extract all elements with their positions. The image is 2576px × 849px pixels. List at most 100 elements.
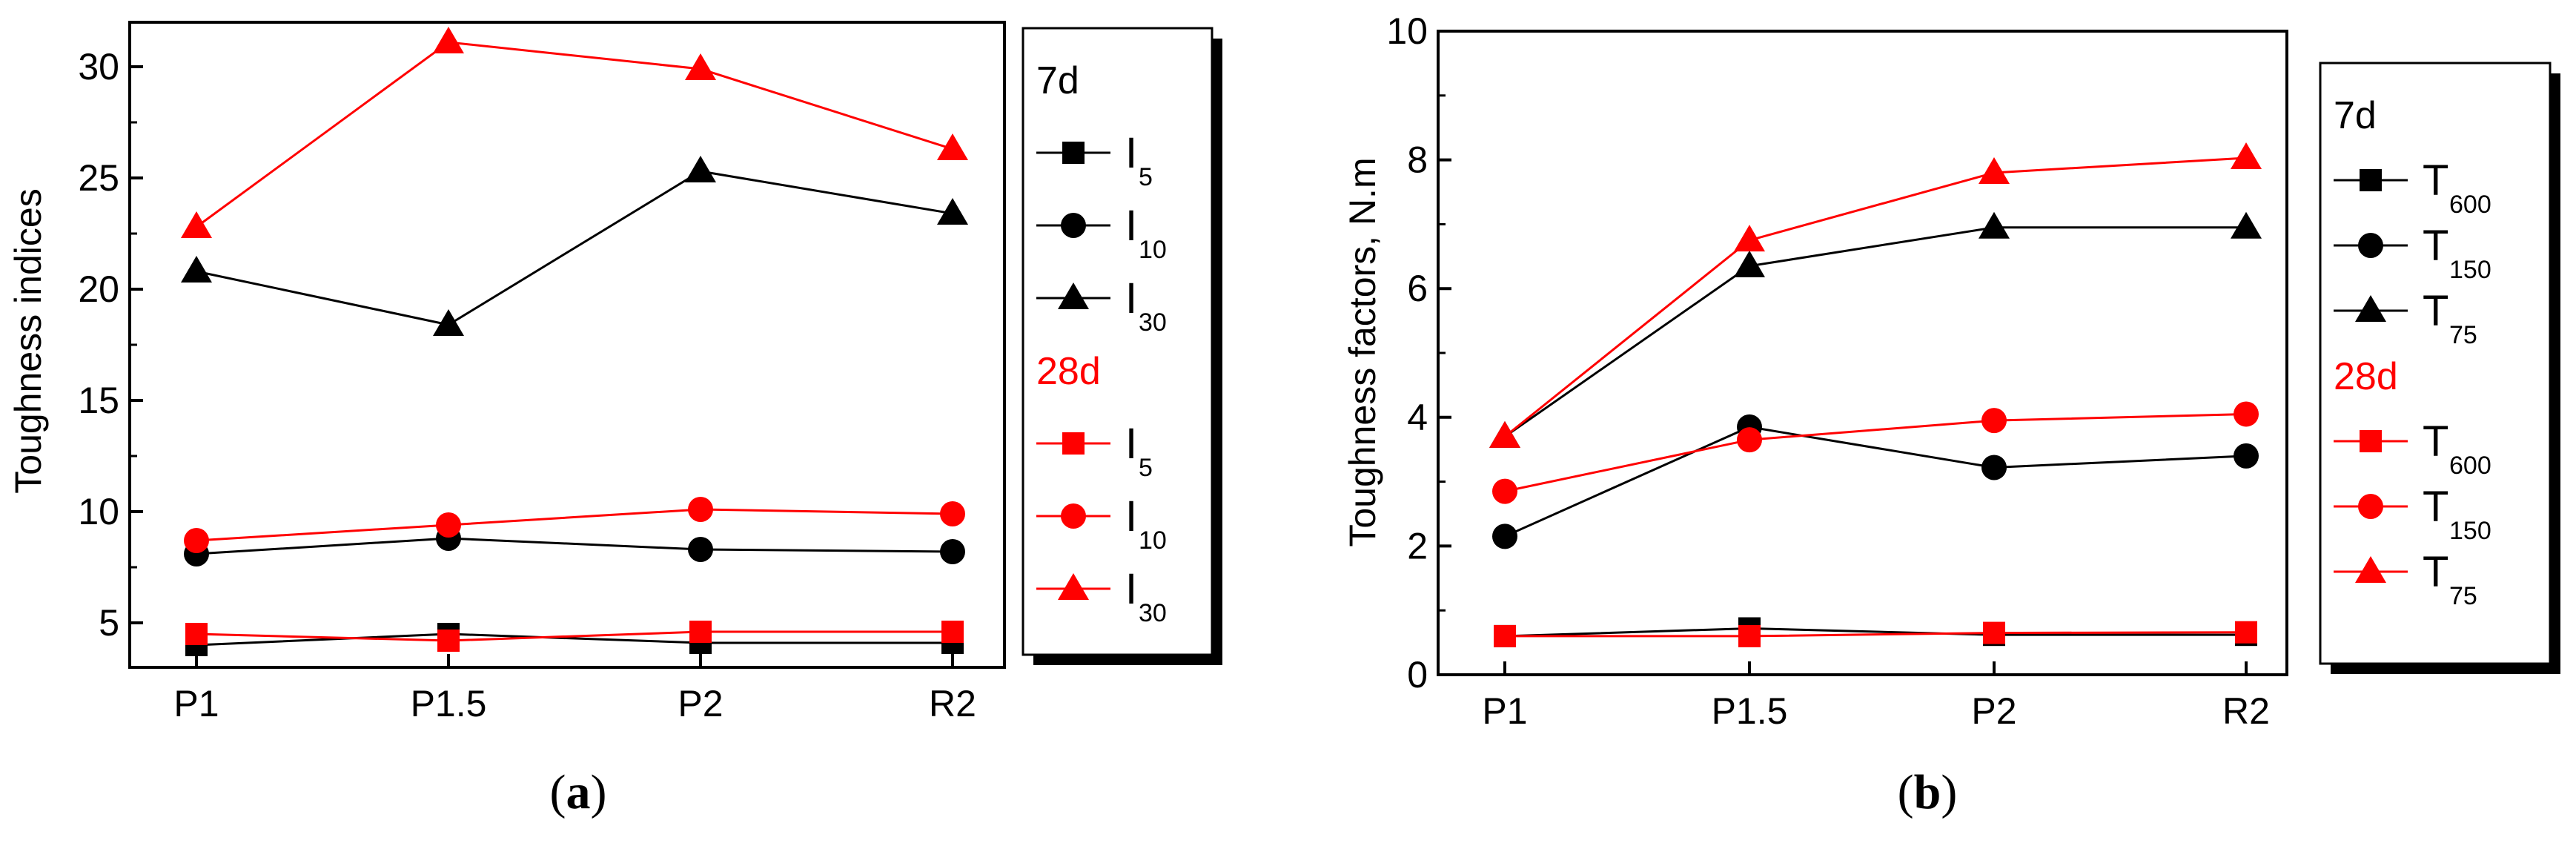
legend-item: T 150 (2334, 483, 2491, 545)
legend-label: I (1125, 129, 1137, 177)
legend-group-label: 7d (2334, 94, 2377, 137)
x-tick-label: R2 (929, 683, 976, 724)
legend-item: I 10 (1036, 202, 1167, 264)
y-tick-label: 10 (1386, 10, 1428, 52)
plot-frame (128, 21, 1006, 669)
y-tick-label: 25 (78, 157, 119, 199)
y-tick-label: 0 (1407, 654, 1428, 696)
y-tick-label: 5 (99, 602, 119, 644)
data-point (685, 53, 716, 80)
panel-caption: (b) (1898, 765, 1958, 819)
legend-subscript: 150 (2449, 256, 2491, 284)
legend-item: I 30 (1036, 274, 1167, 337)
x-tick-label: R2 (2222, 690, 2270, 732)
y-tick-label: 30 (78, 46, 119, 87)
legend-subscript: 30 (1139, 308, 1167, 337)
data-point (2231, 211, 2262, 239)
legend-subscript: 150 (2449, 517, 2491, 545)
series-line (1504, 226, 2246, 438)
legend-marker (1058, 283, 1089, 309)
data-point (1492, 478, 1517, 504)
series-line (1504, 426, 2247, 538)
data-point (1983, 621, 2005, 644)
legend-item: T 600 (2334, 156, 2491, 219)
data-point (2231, 142, 2262, 169)
legend-marker (2358, 233, 2383, 258)
legend-label: T (2423, 417, 2448, 466)
data-point (181, 256, 212, 283)
legend-label: I (1125, 202, 1137, 250)
legend-item: T 75 (2334, 548, 2477, 610)
series-28d-T150 (1492, 401, 2259, 504)
data-point (1979, 211, 2010, 239)
y-tick-label: 15 (78, 380, 119, 421)
series-line (1504, 627, 2246, 638)
legend-marker (1062, 432, 1085, 455)
x-tick-label: P1 (173, 683, 219, 724)
series-28d-I30 (181, 27, 968, 238)
plot-frame (1437, 30, 2288, 676)
legend-item: T 600 (2334, 417, 2491, 480)
y-axis-label: Toughness indices (7, 188, 49, 493)
y-tick-label: 6 (1407, 268, 1428, 309)
legend-label: I (1125, 274, 1137, 323)
legend-label: T (2423, 156, 2448, 205)
x-tick-label: P1.5 (411, 683, 487, 724)
legend-marker (1058, 573, 1089, 600)
data-point (1979, 156, 2010, 184)
y-tick-label: 20 (78, 268, 119, 310)
series-7d-T150 (1492, 414, 2259, 549)
legend-box (2319, 62, 2552, 665)
series-line (1504, 156, 2247, 438)
legend-box (1022, 27, 1213, 656)
y-tick-label: 8 (1407, 139, 1428, 181)
y-axis-label: Toughness factors, N.m (1342, 157, 1383, 546)
data-point (2235, 621, 2257, 644)
data-point (436, 512, 461, 538)
series-7d-I10 (184, 526, 965, 566)
legend-label: T (2423, 548, 2448, 596)
legend-marker (2360, 169, 2382, 191)
legend-subscript: 5 (1139, 163, 1153, 191)
series-line (196, 508, 953, 542)
data-point (1734, 250, 1765, 277)
y-tick-label: 2 (1407, 525, 1428, 566)
x-tick-label: P2 (678, 683, 723, 724)
data-point (937, 133, 968, 160)
series-line (196, 537, 953, 555)
legend-marker (1061, 503, 1086, 529)
data-point (184, 528, 209, 553)
legend-label: I (1125, 492, 1137, 541)
data-point (941, 621, 964, 643)
data-point (1489, 420, 1520, 448)
x-tick-label: P1.5 (1712, 690, 1788, 732)
data-point (1738, 624, 1761, 647)
legend-label: I (1125, 420, 1137, 468)
data-point (1981, 408, 2007, 434)
data-point (940, 539, 965, 564)
y-tick-label: 10 (78, 491, 119, 532)
series-28d-T600 (1494, 621, 2257, 647)
chart-panel-a: 5 10 15 20 25 30 P1 P1.5 P2 R2 Toughness indices 7d… (7, 21, 1222, 819)
chart-panel-b: 0 2 4 6 8 10 P1 P1.5 P2 R2 Toughness factors, N.m 7… (1342, 10, 2560, 819)
legend-group-label: 7d (1036, 59, 1079, 102)
series-7d-T75 (1489, 211, 2262, 448)
legend-marker (2358, 494, 2383, 519)
data-point (937, 198, 968, 225)
series-7d-I30 (181, 156, 968, 336)
legend-subscript: 5 (1139, 454, 1153, 482)
data-point (688, 497, 713, 522)
legend-item: T 75 (2334, 287, 2477, 349)
series-7d-I5 (185, 623, 964, 656)
panel-caption: (a) (550, 765, 607, 819)
data-point (1734, 225, 1765, 252)
legend-marker (2360, 430, 2382, 452)
x-tick-label: P1 (1482, 690, 1527, 732)
data-point (940, 501, 965, 526)
legend-label: I (1125, 565, 1137, 613)
legend-subscript: 10 (1139, 526, 1167, 555)
data-point (433, 27, 464, 53)
